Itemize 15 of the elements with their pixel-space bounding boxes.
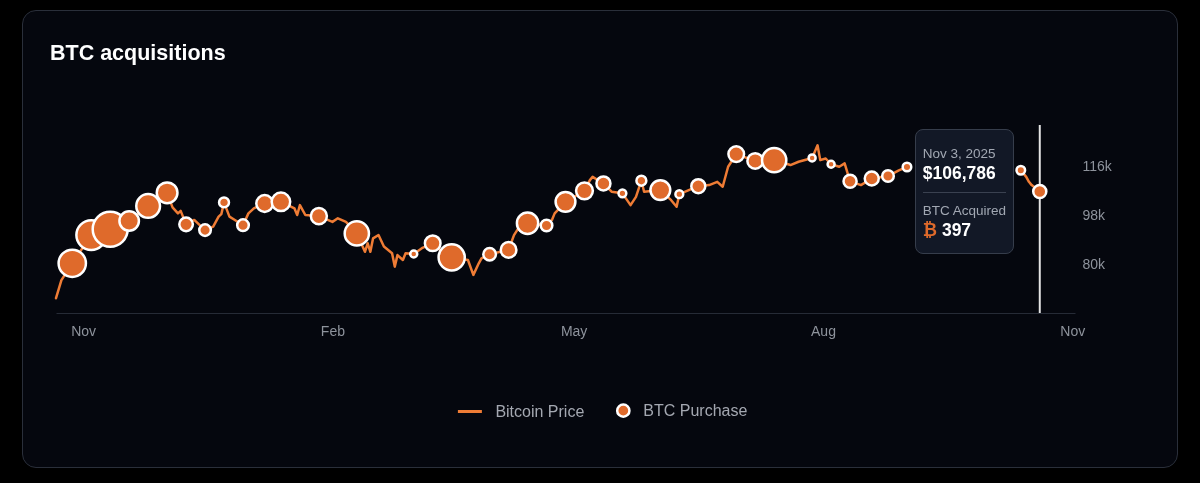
x-tick-label: Nov	[71, 322, 97, 339]
x-tick-label: Aug	[811, 322, 836, 339]
legend-label: Bitcoin Price	[495, 402, 585, 420]
y-tick-label: 80k	[1082, 256, 1107, 273]
x-tick-label: May	[560, 322, 588, 339]
legend-label: BTC Purchase	[643, 401, 748, 419]
chart-title: BTC acquisitions	[50, 40, 226, 65]
annotation: Nov 3, 2025	[922, 144, 997, 163]
annotation: ₿ 397	[922, 219, 973, 241]
annotation: BTC Acquired	[922, 201, 1007, 220]
x-tick-label: Nov	[1060, 322, 1086, 339]
y-tick-label: 98k	[1082, 207, 1107, 224]
annotation: $106,786	[922, 162, 997, 184]
x-tick-label: Feb	[320, 322, 346, 339]
y-tick-label: 116k	[1082, 157, 1113, 174]
